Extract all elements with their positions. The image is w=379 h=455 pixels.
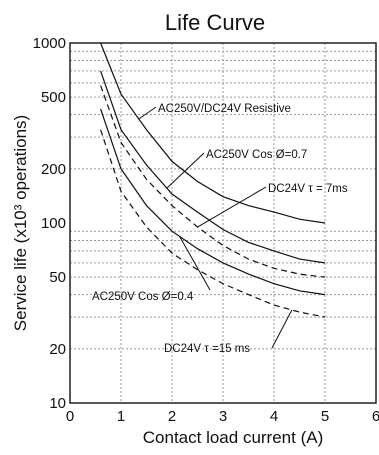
x-tick-label: 0: [66, 408, 74, 425]
x-tick-label: 4: [270, 408, 278, 425]
y-tick-label: 50: [49, 269, 66, 286]
series-line-1: [100, 42, 326, 224]
annotation-leader: [197, 186, 267, 228]
x-axis-label: Contact load current (A): [143, 428, 323, 447]
series-line-4: [100, 108, 326, 296]
annotation-label: AC250V/DC24V Resistive: [158, 103, 291, 115]
x-tick-label: 2: [168, 408, 176, 425]
annotation-leader: [271, 309, 293, 349]
y-tick-label: 1000: [33, 35, 66, 52]
series-line-2: [100, 70, 326, 264]
series-line-5: [100, 129, 326, 318]
annotations: AC250V/DC24V Resistive AC250V Cos Ø=0.7 DC…: [92, 103, 348, 355]
annotation-leader: [179, 236, 211, 291]
y-tick-label: 500: [41, 89, 66, 106]
annotation-leader: [138, 106, 157, 120]
y-tick-label: 200: [41, 161, 66, 178]
y-tick-label: 20: [49, 341, 66, 358]
annotation-label: AC250V Cos Ø=0.4: [92, 291, 194, 303]
y-tick-label: 100: [41, 215, 66, 232]
ticks: 0 1 2 3 4 5 6 1000 500 200 100 50 20 10: [33, 35, 379, 425]
x-tick-label: 5: [321, 408, 329, 425]
annotation-label: DC24V τ = 7ms: [268, 183, 348, 195]
annotation-leader: [166, 152, 205, 189]
annotation-label: DC24V τ =15 ms: [164, 343, 250, 355]
x-tick-label: 6: [372, 408, 379, 425]
annotation-label: AC250V Cos Ø=0.7: [206, 149, 307, 161]
y-tick-label: 10: [49, 395, 66, 412]
series-line-3: [100, 85, 326, 278]
curves: [100, 42, 326, 318]
x-tick-label: 3: [219, 408, 227, 425]
y-axis-label: Service life (x10³ operations): [11, 115, 30, 331]
x-tick-label: 1: [117, 408, 125, 425]
chart-title: Life Curve: [165, 10, 265, 35]
plot-frame: [69, 42, 377, 404]
